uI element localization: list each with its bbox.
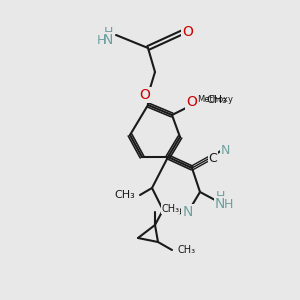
Text: Methoxy: Methoxy xyxy=(197,94,233,103)
Text: H: H xyxy=(103,26,113,38)
Text: N: N xyxy=(220,143,230,157)
Text: CH₃: CH₃ xyxy=(161,204,179,214)
Text: H: H xyxy=(223,197,233,211)
Text: O: O xyxy=(187,95,197,109)
Text: N: N xyxy=(103,33,113,47)
Text: N: N xyxy=(215,197,225,211)
Text: N: N xyxy=(183,205,193,219)
Text: O: O xyxy=(183,25,194,39)
Text: C: C xyxy=(208,152,217,164)
Text: H: H xyxy=(96,34,106,46)
Text: O: O xyxy=(140,88,150,102)
Text: CH₃: CH₃ xyxy=(206,95,227,105)
Text: CH₃: CH₃ xyxy=(114,190,135,200)
Text: CH₃: CH₃ xyxy=(177,245,195,255)
Text: H: H xyxy=(215,190,225,202)
